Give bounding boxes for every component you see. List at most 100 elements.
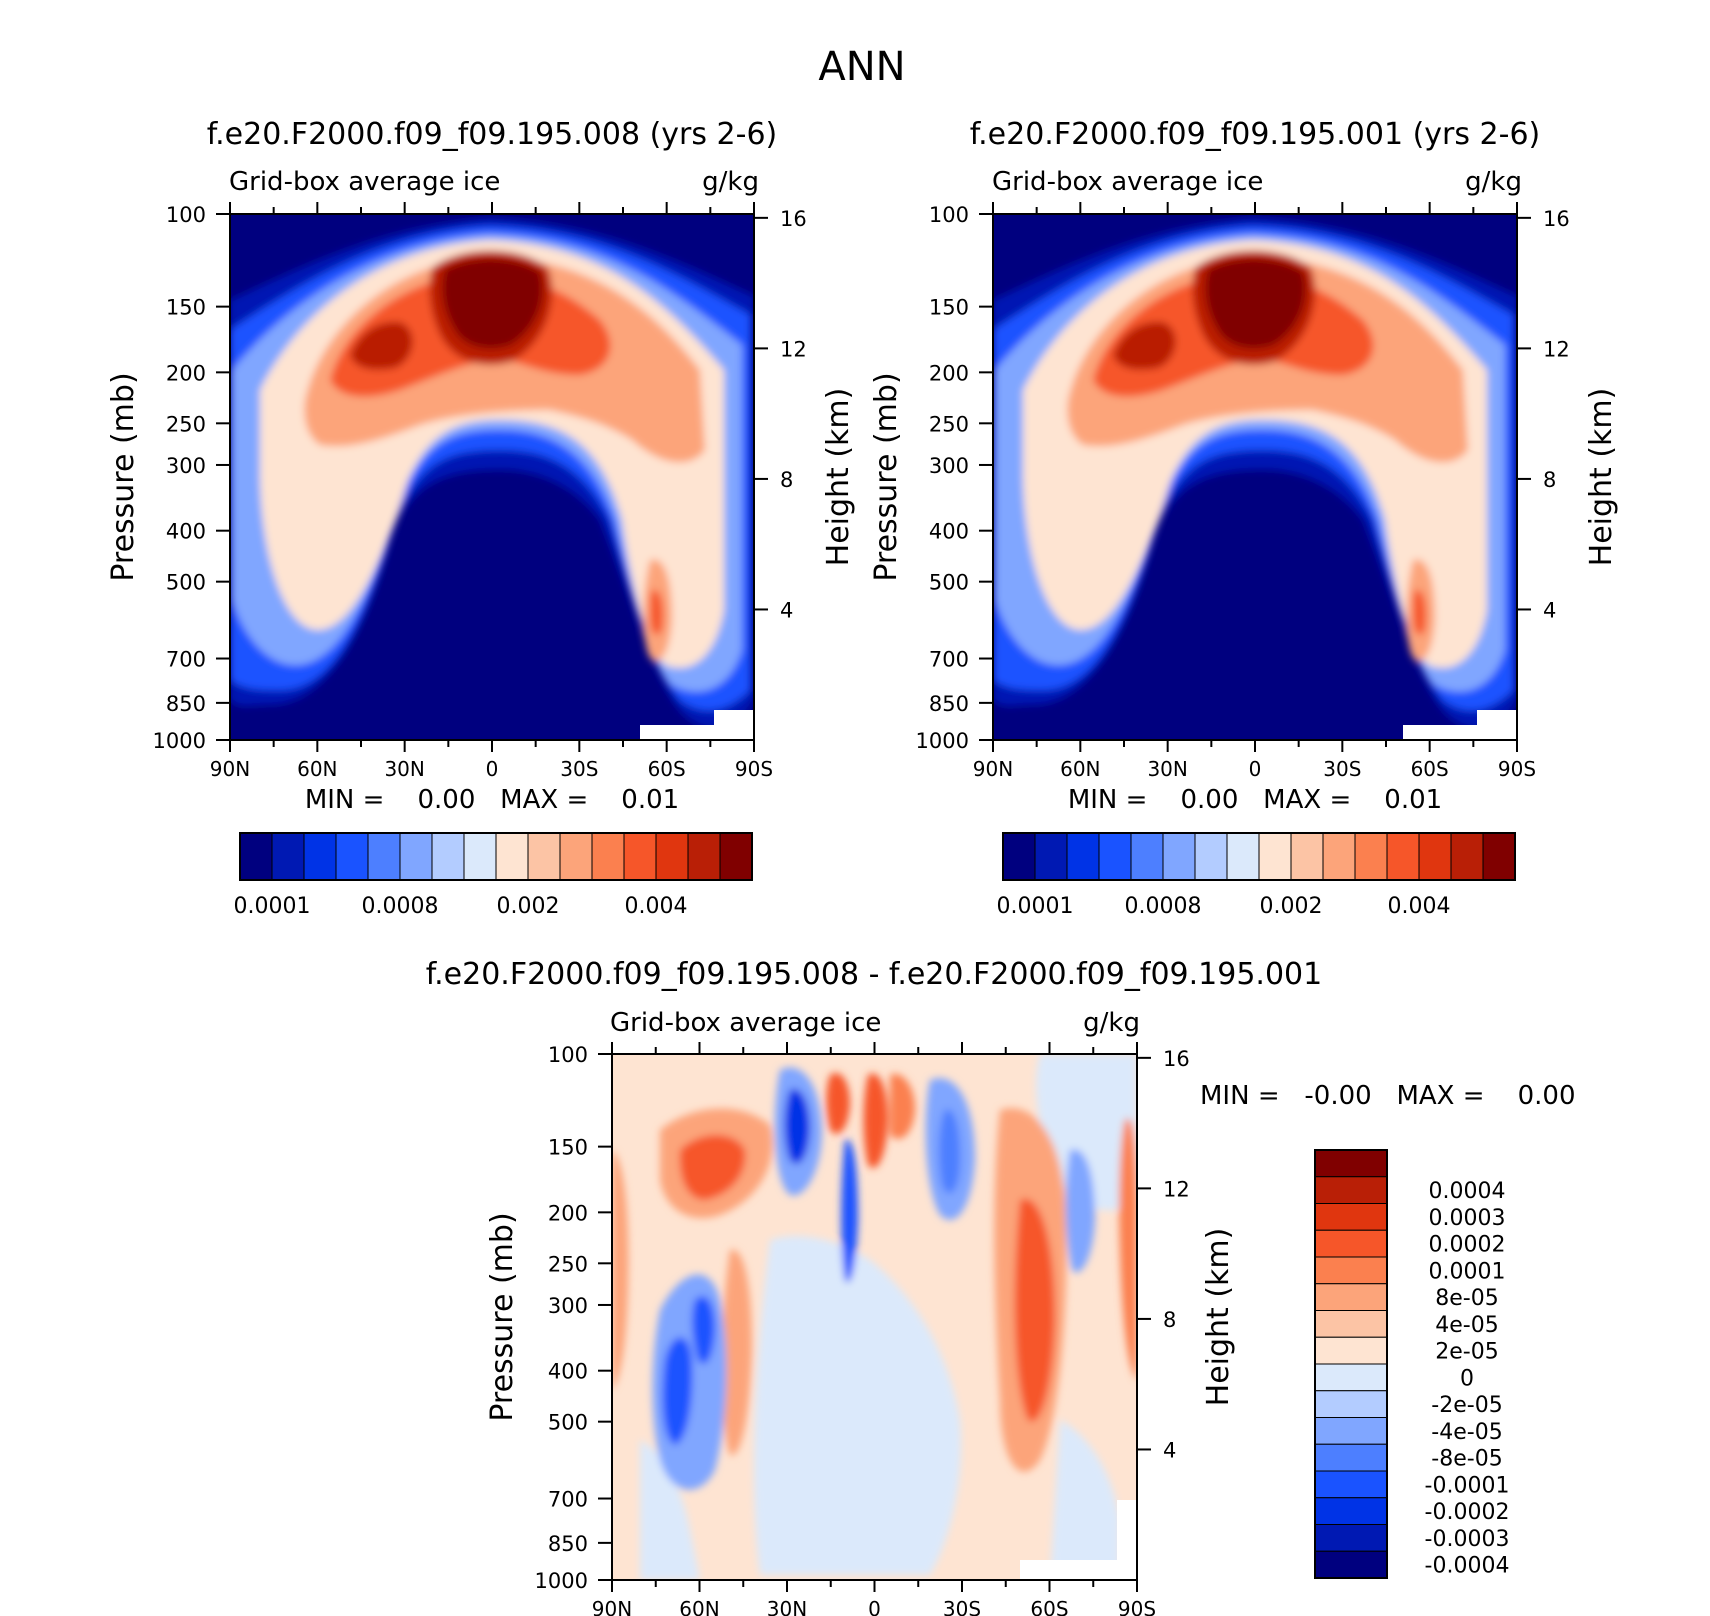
height-tick-label: 8 xyxy=(1543,468,1556,492)
latitude-tick-label: 30S xyxy=(1323,757,1361,781)
colorbar-swatch xyxy=(1034,832,1068,881)
colorbar-label: 0.0001 xyxy=(234,894,311,919)
height-tick-label: 8 xyxy=(780,468,793,492)
pressure-tick-label: 1000 xyxy=(535,1569,588,1593)
pressure-tick-label: 200 xyxy=(548,1201,588,1225)
panel-3-stats: MIN = -0.00 MAX = 0.00 xyxy=(1200,1081,1576,1111)
panel-2-stats: MIN = 0.00 MAX = 0.01 xyxy=(1068,785,1442,815)
colorbar-swatch xyxy=(1314,1149,1388,1178)
colorbar-label: 0.0001 xyxy=(1429,1259,1506,1284)
pressure-tick-label: 100 xyxy=(548,1043,588,1067)
height-tick-label: 4 xyxy=(1543,598,1556,622)
colorbar-swatch xyxy=(1482,832,1516,881)
panel-2-title: f.e20.F2000.f09_f09.195.001 (yrs 2-6) xyxy=(970,117,1540,152)
pressure-tick-label: 500 xyxy=(166,571,206,595)
panel-3-light-blue-region xyxy=(754,1236,961,1575)
pressure-tick-label: 700 xyxy=(166,648,206,672)
panel-2-variable: Grid-box average ice xyxy=(992,167,1263,197)
pressure-tick-label: 700 xyxy=(548,1488,588,1512)
colorbar-swatch xyxy=(399,832,433,881)
pressure-tick-label: 250 xyxy=(166,412,206,436)
figure-title: ANN xyxy=(818,44,905,90)
colorbar-frame xyxy=(239,832,753,881)
panel-1-units: g/kg xyxy=(702,167,759,197)
panel-3-light-blue-upper-right xyxy=(1036,1054,1137,1211)
colorbar-swatch xyxy=(335,832,369,881)
colorbar-swatch xyxy=(655,832,689,881)
panel-3-red-sh xyxy=(1014,1198,1055,1422)
colorbar-swatch xyxy=(1314,1550,1388,1579)
latitude-tick-label: 90N xyxy=(210,757,250,781)
pressure-tick-label: 200 xyxy=(166,361,206,385)
height-tick-label: 16 xyxy=(780,207,807,231)
pressure-tick-label: 150 xyxy=(166,296,206,320)
panel-1-ylabel-right: Height (km) xyxy=(821,388,856,567)
colorbar-swatch xyxy=(463,832,497,881)
colorbar-label: 0.0001 xyxy=(997,894,1074,919)
colorbar-label: -0.0003 xyxy=(1425,1527,1510,1552)
panel-1-variable: Grid-box average ice xyxy=(229,167,500,197)
panel-3-orange-sh-edge xyxy=(1119,1118,1137,1380)
panel-3-red-tropics-2 xyxy=(863,1073,888,1168)
colorbar-swatch xyxy=(1162,832,1196,881)
colorbar-swatch xyxy=(687,832,721,881)
pressure-tick-label: 300 xyxy=(166,454,206,478)
height-tick-label: 12 xyxy=(1163,1177,1190,1201)
colorbar-swatch xyxy=(1418,832,1452,881)
panel-1-stats: MIN = 0.00 MAX = 0.01 xyxy=(305,785,679,815)
panel-3-red-tropics xyxy=(826,1073,850,1134)
panel-3-field xyxy=(612,1054,1137,1580)
colorbar-swatch xyxy=(1314,1283,1388,1311)
latitude-tick-label: 60N xyxy=(297,757,337,781)
colorbar-swatch xyxy=(1314,1497,1388,1525)
panel-2-ylabel-right: Height (km) xyxy=(1584,388,1619,567)
panel-1-high-lat-core xyxy=(650,589,664,635)
pressure-tick-label: 250 xyxy=(929,412,969,436)
panel-2-ylabel: Pressure (mb) xyxy=(869,372,904,581)
panel-2-missing-data-edge xyxy=(1477,710,1517,740)
colorbar-label: 0.0004 xyxy=(1429,1179,1506,1204)
pressure-tick-label: 100 xyxy=(166,203,206,227)
panel-3-blue-tropics-2 xyxy=(841,1139,858,1283)
colorbar-swatch xyxy=(527,832,561,881)
colorbar-swatch xyxy=(1450,832,1484,881)
colorbar-swatch xyxy=(1290,832,1324,881)
pressure-tick-label: 500 xyxy=(929,571,969,595)
panel-3-light-blue-lower-left xyxy=(640,1440,700,1580)
colorbar-swatch xyxy=(1314,1390,1388,1418)
panel-1-latitude-axis: 90N 60N 30N 0 30S 60S 90S xyxy=(210,202,773,781)
panel-3-variable: Grid-box average ice xyxy=(610,1008,881,1038)
panel-2-pressure-axis: 100 150 200 250 300 400 500 700 850 1000 xyxy=(916,203,993,753)
colorbar-swatch xyxy=(1314,1336,1388,1365)
panel-3-blue-ssubtrop-core xyxy=(938,1109,961,1194)
panel-1-title: f.e20.F2000.f09_f09.195.008 (yrs 2-6) xyxy=(207,117,777,152)
panel-2-latitude-axis: 90N 60N 30N 0 30S 60S 90S xyxy=(973,202,1536,781)
pressure-tick-label: 300 xyxy=(548,1294,588,1318)
colorbar-label: -4e-05 xyxy=(1431,1420,1502,1445)
colorbar-label: -0.0001 xyxy=(1425,1473,1510,1498)
panel-2-height-axis: 16 12 8 4 xyxy=(1517,207,1570,622)
colorbar-label: 0.002 xyxy=(497,894,560,919)
pressure-tick-label: 850 xyxy=(548,1532,588,1556)
panel-1-missing-data-edge xyxy=(714,710,754,740)
colorbar-swatch xyxy=(1314,1256,1388,1285)
panel-2-colorbar: 0.0001 0.0008 0.002 0.004 xyxy=(997,832,1516,919)
panel-3-light-blue-lower-right xyxy=(1050,1420,1120,1580)
colorbar-swatch xyxy=(1314,1363,1388,1392)
latitude-tick-label: 90N xyxy=(973,757,1013,781)
colorbar-swatch xyxy=(1130,832,1164,881)
pressure-tick-label: 400 xyxy=(929,520,969,544)
panel-3: f.e20.F2000.f09_f09.195.008 - f.e20.F200… xyxy=(426,957,1576,1616)
panel-3-colorbar: 0.00040.00030.00020.00018e-054e-052e-050… xyxy=(1314,1149,1510,1579)
height-tick-label: 4 xyxy=(780,598,793,622)
panel-3-red-nh-midlat xyxy=(679,1135,746,1200)
colorbar-label: -8e-05 xyxy=(1431,1447,1502,1472)
colorbar-label: 8e-05 xyxy=(1435,1286,1498,1311)
colorbar-swatch xyxy=(1314,1203,1388,1231)
colorbar-swatch xyxy=(1314,1443,1388,1472)
panel-3-orange-nh-edge xyxy=(612,1150,629,1390)
colorbar-swatch xyxy=(1386,832,1420,881)
pressure-tick-label: 1000 xyxy=(916,729,969,753)
colorbar-swatch xyxy=(1314,1470,1388,1499)
colorbar-swatch xyxy=(1314,1524,1388,1552)
